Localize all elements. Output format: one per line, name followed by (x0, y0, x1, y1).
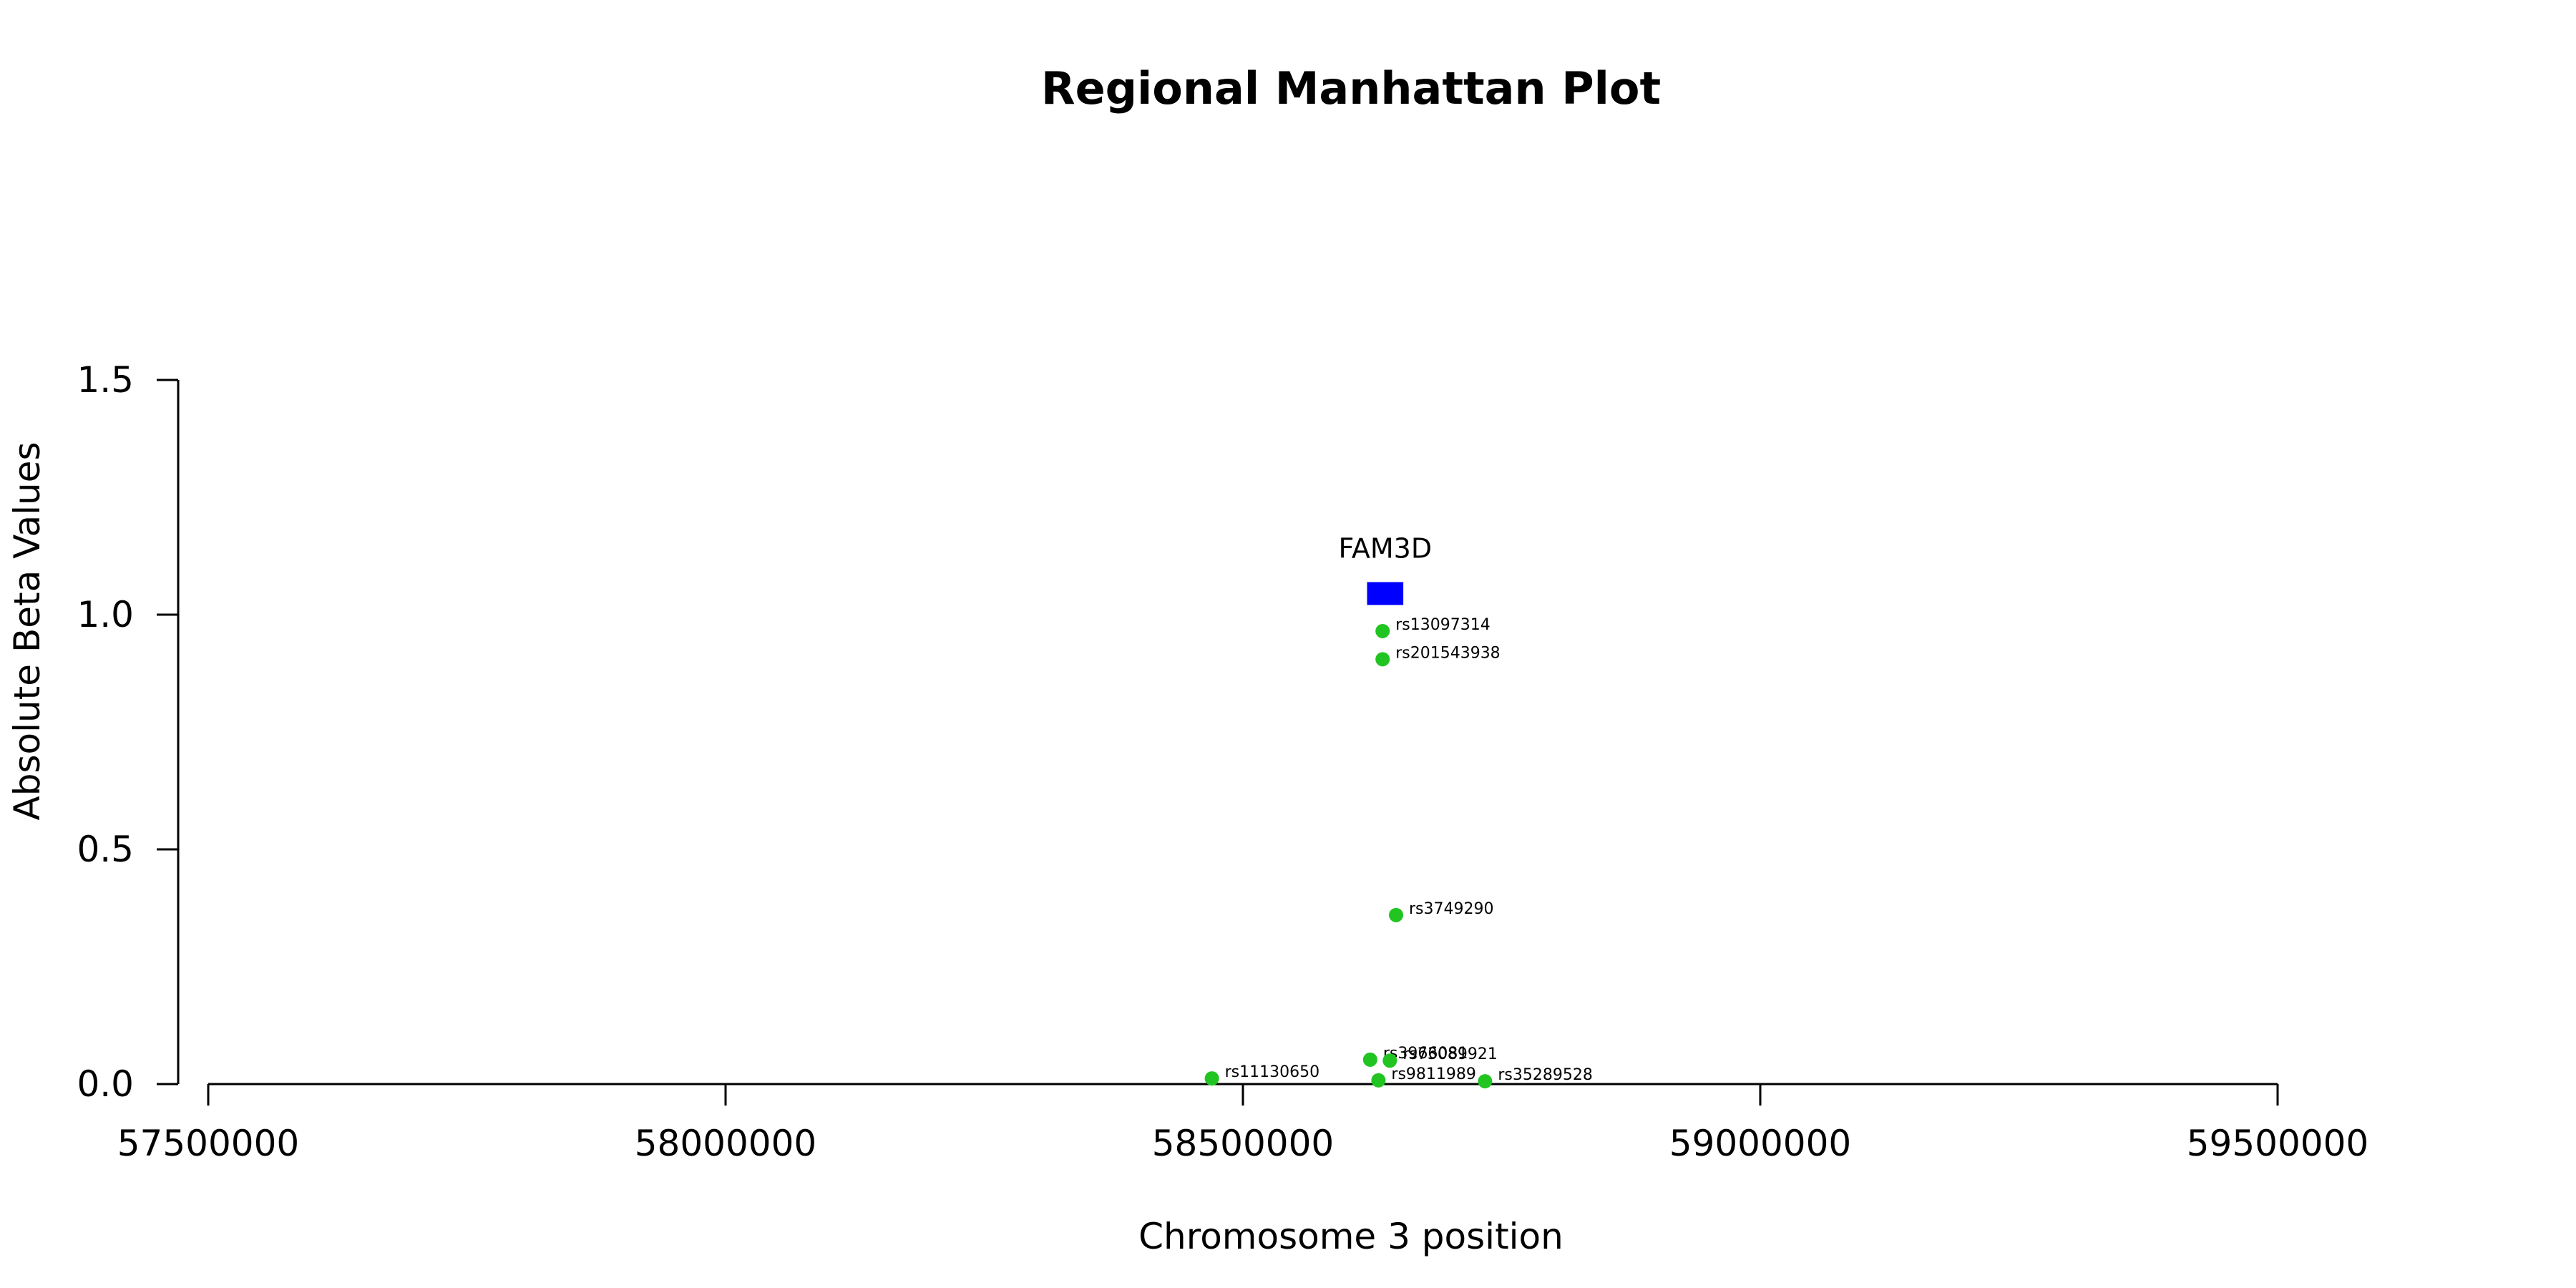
y-axis: 0.0 0.5 1.0 1.5 (77, 359, 180, 1105)
snp-label: rs201543938 (1395, 644, 1500, 662)
snp-label: rs11130650 (1225, 1063, 1319, 1081)
snp-point (1375, 652, 1390, 667)
snp-point (1382, 1053, 1397, 1068)
y-axis-label: Absolute Beta Values (6, 442, 48, 821)
gene-box (1367, 582, 1404, 605)
y-tick-label: 0.5 (77, 829, 134, 870)
snp-point (1371, 1073, 1386, 1088)
snp-label: rs13097314 (1395, 616, 1490, 634)
x-tick-label: 58500000 (1152, 1123, 1335, 1164)
gene-track: FAM3D (1339, 532, 1433, 605)
x-tick-label: 59000000 (1669, 1123, 1852, 1164)
x-tick-label: 57500000 (117, 1123, 300, 1164)
snp-point (1204, 1071, 1219, 1086)
x-axis-label: Chromosome 3 position (1138, 1216, 1563, 1257)
x-tick-label: 58000000 (635, 1123, 817, 1164)
snp-label: rs9811989 (1391, 1065, 1476, 1083)
y-tick-label: 0.0 (77, 1063, 134, 1105)
snp-point (1375, 623, 1390, 638)
snp-label: rs3966081 (1383, 1045, 1468, 1063)
y-tick-label: 1.5 (77, 359, 134, 401)
snp-label: rs3749290 (1409, 900, 1494, 918)
snp-label: rs73089921 (1402, 1045, 1497, 1063)
chart-title: Regional Manhattan Plot (1041, 62, 1661, 114)
x-axis: 57500000 58000000 58500000 59000000 59500000 (117, 1083, 2369, 1164)
snp-point (1478, 1074, 1493, 1089)
gene-label: FAM3D (1339, 532, 1433, 564)
snp-label: rs35289528 (1498, 1066, 1592, 1084)
x-tick-label: 59500000 (2187, 1123, 2369, 1164)
snp-points: rs13097314rs201543938rs3749290rs3966081r… (1204, 616, 1593, 1089)
y-tick-label: 1.0 (77, 594, 134, 635)
snp-point (1362, 1052, 1377, 1067)
snp-point (1389, 907, 1404, 922)
